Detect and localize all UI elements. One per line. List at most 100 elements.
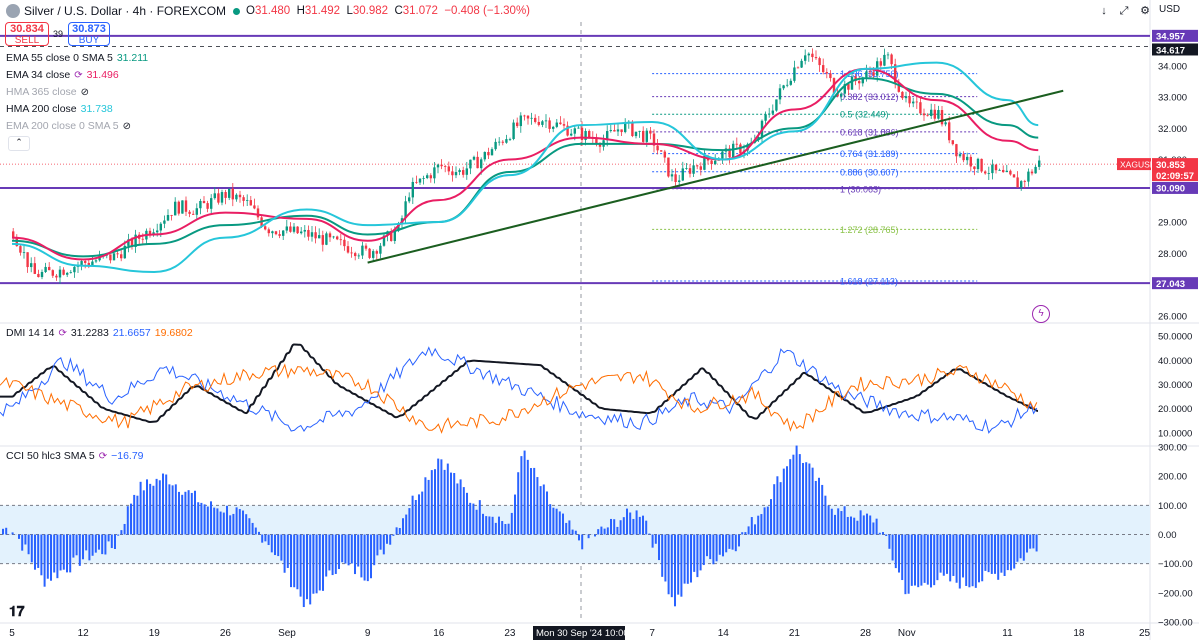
cci-bar <box>37 534 40 568</box>
arrow-down-icon[interactable]: ↓ <box>1101 5 1107 17</box>
candle-body <box>922 113 926 116</box>
time-axis-label: 18 <box>1073 628 1085 639</box>
settings-icon[interactable]: ⟳ <box>74 69 83 81</box>
cci-bar <box>82 534 84 560</box>
cci-bar <box>347 534 350 566</box>
cci-bar <box>1026 534 1028 553</box>
settings-icon[interactable]: ⟳ <box>98 450 108 462</box>
candle-body <box>951 140 954 145</box>
cci-bar <box>2 528 4 535</box>
indicator-ema34[interactable]: EMA 34 close ⟳ 31.496 <box>6 69 119 81</box>
indicator-hma200[interactable]: HMA 200 close 31.738 <box>6 103 113 115</box>
cci-bar <box>190 492 193 535</box>
candle-body <box>840 93 843 97</box>
cci-bar <box>882 532 884 535</box>
cci-bar <box>430 470 433 535</box>
candle-body <box>235 194 238 200</box>
candle-body <box>588 130 591 138</box>
candle-body <box>555 122 558 127</box>
cci-bar <box>901 534 904 581</box>
candle-body <box>40 271 44 278</box>
candle-body <box>444 166 447 167</box>
cci-bar <box>795 445 798 535</box>
cci-bar <box>389 534 392 545</box>
indicator-hma365[interactable]: HMA 365 close ⊘ <box>6 86 89 98</box>
candle-body <box>606 131 609 141</box>
cci-bar <box>331 534 334 576</box>
cci-bar <box>837 508 840 535</box>
indicator-cci[interactable]: CCI 50 hlc3 SMA 5 ⟳ −16.79 <box>6 450 144 462</box>
candle-body <box>685 168 688 169</box>
collapse-legend-button[interactable]: ⌃ <box>8 136 30 151</box>
cci-bar <box>162 473 164 535</box>
indicator-dmi[interactable]: DMI 14 14 ⟳ 31.2283 21.6657 19.6802 <box>6 327 193 339</box>
settings-gear-icon[interactable]: ⚙ <box>1140 5 1150 17</box>
candle-body <box>285 226 288 231</box>
candle-body <box>703 155 706 170</box>
cci-bar <box>210 501 212 535</box>
lightning-alert-icon[interactable]: ϟ <box>1032 305 1050 323</box>
fib-level-label: 0.382 (33.012) <box>840 92 899 102</box>
candle-body <box>721 151 724 159</box>
cci-bar <box>382 534 385 555</box>
candle-body <box>940 110 944 125</box>
symbol-title[interactable]: Silver / U.S. Dollar · 4h · FOREXCOM <box>24 4 227 18</box>
buy-button[interactable]: 30.873 BUY <box>68 22 110 46</box>
candle-body <box>274 231 278 235</box>
indicator-ema200[interactable]: EMA 200 close 0 SMA 5 ⊘ <box>6 120 131 132</box>
cci-bar <box>350 534 353 564</box>
candle-body <box>638 130 641 132</box>
indicator-hma365-label: HMA 365 close <box>6 86 77 98</box>
expand-icon[interactable]: ⤢ <box>1119 5 1129 17</box>
currency-selector[interactable]: USD <box>1159 4 1181 15</box>
hidden-eye-icon[interactable]: ⊘ <box>80 86 90 98</box>
candle-body <box>904 96 908 99</box>
cci-bar <box>43 534 46 587</box>
market-open-dot-icon <box>233 7 241 15</box>
cci-bar <box>296 534 299 590</box>
cci-bar <box>437 458 440 535</box>
cci-bar <box>686 534 689 584</box>
cci-bar <box>910 534 913 586</box>
cci-bar <box>741 532 744 535</box>
candle-body <box>156 230 159 233</box>
candle-body <box>969 156 972 167</box>
candle-body <box>814 57 818 59</box>
candle-body <box>476 156 479 169</box>
candle-body <box>735 143 738 145</box>
cci-bar <box>18 534 20 539</box>
cci-bar <box>264 534 267 542</box>
cci-bar <box>626 508 628 535</box>
candle-body <box>987 173 990 174</box>
cci-bar <box>1016 534 1019 562</box>
candle-body <box>912 101 915 104</box>
candle-body <box>530 117 533 119</box>
candle-body <box>310 232 314 237</box>
cci-bar <box>728 534 731 549</box>
candle-body <box>228 188 231 198</box>
indicator-ema200-label: EMA 200 close 0 SMA 5 <box>6 120 119 132</box>
settings-icon[interactable]: ⟳ <box>58 327 67 339</box>
sell-button[interactable]: 30.834 SELL <box>5 22 49 46</box>
cci-bar <box>622 517 625 535</box>
candle-body <box>422 178 425 179</box>
hidden-eye-icon[interactable]: ⊘ <box>122 120 132 132</box>
cci-bar <box>11 532 14 535</box>
candle-body <box>868 71 872 73</box>
candle-body <box>48 266 51 271</box>
cci-bar <box>290 534 292 588</box>
candle-body <box>955 144 958 157</box>
cci-bar <box>952 534 955 576</box>
candle-body <box>429 175 432 179</box>
indicator-ema55[interactable]: EMA 55 close 0 SMA 5 31.211 <box>6 52 148 64</box>
candle-body <box>818 58 821 66</box>
cci-bar <box>30 534 33 563</box>
candle-body <box>1005 170 1008 173</box>
candle-body <box>634 131 638 137</box>
cci-bar <box>949 534 952 582</box>
candle-body <box>631 121 634 137</box>
tradingview-logo-icon[interactable]: 𝟏𝟕 <box>9 603 25 619</box>
cci-bar <box>386 534 388 544</box>
candle-body <box>548 120 551 129</box>
